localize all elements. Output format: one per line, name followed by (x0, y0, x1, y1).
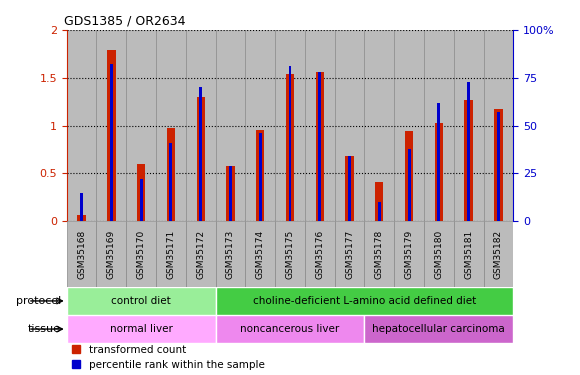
Text: GSM35178: GSM35178 (375, 230, 384, 279)
Text: GDS1385 / OR2634: GDS1385 / OR2634 (64, 15, 186, 27)
Bar (408, 148, 411, 221)
Bar (216, 30, 245, 221)
Bar (169, 143, 172, 221)
Bar (197, 97, 205, 221)
Bar (137, 164, 146, 221)
Bar (305, 221, 335, 287)
Bar (318, 72, 321, 221)
Bar (484, 30, 513, 221)
Bar (96, 221, 126, 287)
Bar (259, 133, 262, 221)
Bar (375, 182, 383, 221)
Bar (80, 193, 83, 221)
Text: GSM35175: GSM35175 (285, 230, 295, 279)
Text: GSM35170: GSM35170 (137, 230, 146, 279)
Bar (156, 30, 186, 221)
Bar (245, 221, 275, 287)
Text: GSM35181: GSM35181 (464, 230, 473, 279)
Text: choline-deficient L-amino acid defined diet: choline-deficient L-amino acid defined d… (253, 296, 476, 306)
Text: control diet: control diet (111, 296, 171, 306)
Text: GSM35169: GSM35169 (107, 230, 116, 279)
Bar (467, 82, 470, 221)
Text: tissue: tissue (28, 324, 61, 334)
Text: GSM35171: GSM35171 (166, 230, 175, 279)
Bar (216, 287, 513, 315)
Bar (140, 179, 143, 221)
Bar (348, 156, 351, 221)
Bar (335, 221, 364, 287)
Bar (454, 221, 484, 287)
Bar (199, 87, 202, 221)
Bar (364, 221, 394, 287)
Bar (107, 50, 115, 221)
Bar (216, 221, 245, 287)
Bar (226, 166, 235, 221)
Bar (166, 129, 175, 221)
Bar (126, 221, 156, 287)
Bar (434, 123, 443, 221)
Bar (286, 74, 294, 221)
Text: GSM35176: GSM35176 (316, 230, 324, 279)
Text: GSM35179: GSM35179 (405, 230, 414, 279)
Bar (454, 30, 484, 221)
Text: noncancerous liver: noncancerous liver (240, 324, 340, 334)
Bar (256, 130, 264, 221)
Bar (424, 221, 454, 287)
Bar (67, 315, 216, 343)
Bar (405, 131, 414, 221)
Bar (497, 112, 500, 221)
Bar (245, 30, 275, 221)
Bar (394, 30, 424, 221)
Text: protocol: protocol (16, 296, 61, 306)
Bar (156, 221, 186, 287)
Bar (216, 315, 364, 343)
Text: GSM35180: GSM35180 (434, 230, 443, 279)
Bar (275, 30, 305, 221)
Text: normal liver: normal liver (110, 324, 173, 334)
Bar (494, 110, 503, 221)
Bar (484, 221, 513, 287)
Bar (465, 100, 473, 221)
Bar (305, 30, 335, 221)
Bar (437, 103, 440, 221)
Bar (186, 30, 216, 221)
Bar (96, 30, 126, 221)
Bar (378, 202, 381, 221)
Bar (424, 30, 454, 221)
Text: GSM35174: GSM35174 (256, 230, 264, 279)
Bar (67, 221, 96, 287)
Text: hepatocellular carcinoma: hepatocellular carcinoma (372, 324, 505, 334)
Bar (345, 156, 354, 221)
Bar (288, 66, 292, 221)
Bar (126, 30, 156, 221)
Bar (364, 315, 513, 343)
Bar (364, 30, 394, 221)
Legend: transformed count, percentile rank within the sample: transformed count, percentile rank withi… (72, 345, 264, 370)
Text: GSM35177: GSM35177 (345, 230, 354, 279)
Bar (229, 166, 232, 221)
Bar (77, 214, 86, 221)
Bar (186, 221, 216, 287)
Bar (335, 30, 364, 221)
Bar (67, 287, 216, 315)
Text: GSM35173: GSM35173 (226, 230, 235, 279)
Bar (394, 221, 424, 287)
Bar (275, 221, 305, 287)
Bar (67, 30, 96, 221)
Text: GSM35172: GSM35172 (196, 230, 205, 279)
Bar (316, 72, 324, 221)
Bar (110, 64, 113, 221)
Text: GSM35182: GSM35182 (494, 230, 503, 279)
Text: GSM35168: GSM35168 (77, 230, 86, 279)
